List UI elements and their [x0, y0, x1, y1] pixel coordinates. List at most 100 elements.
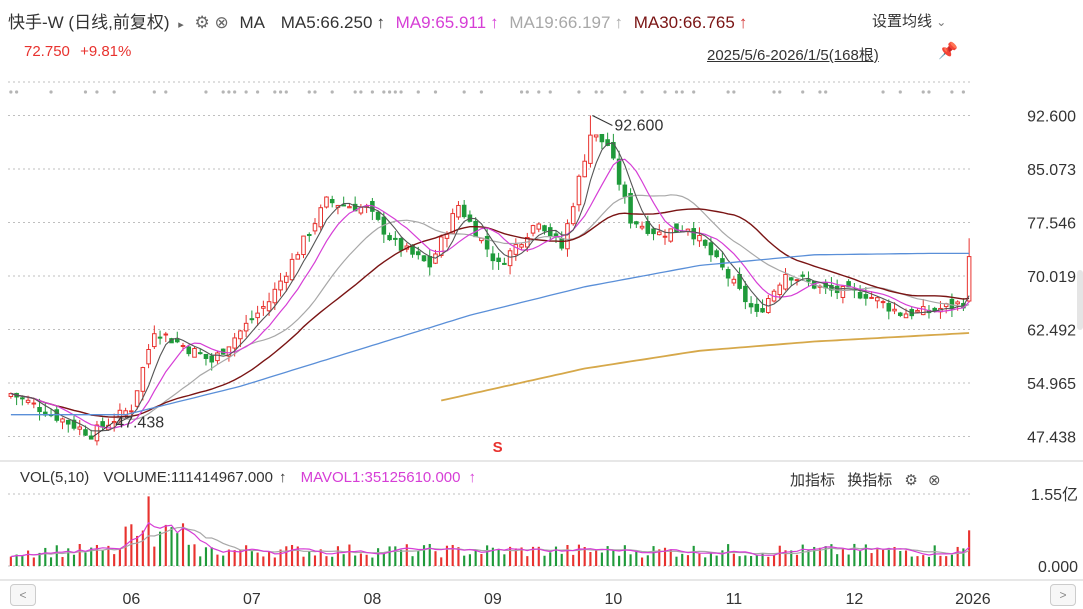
candle-body: [582, 160, 587, 178]
stock-title[interactable]: 快手-W (日线,前复权): [8, 13, 170, 32]
y-tick-label: 70.019: [1027, 269, 1076, 286]
chevron-left-icon: <: [19, 588, 27, 602]
event-marker: [307, 90, 311, 94]
event-marker: [433, 90, 438, 94]
candle-body: [886, 302, 892, 312]
date-range[interactable]: 2025/5/6-2026/1/5(168根): [707, 44, 879, 65]
ma-settings-label: 设置均线: [872, 13, 933, 30]
candle-body: [31, 402, 37, 405]
ma-settings-button[interactable]: 设置均线 ⌄: [872, 10, 946, 31]
event-marker: [623, 90, 627, 94]
candle-body: [186, 346, 192, 355]
ma30-line: [10, 208, 970, 418]
event-marker: [399, 90, 403, 94]
candle-body: [846, 281, 851, 288]
candle-body: [611, 141, 616, 159]
candle-body: [708, 242, 714, 256]
candle-body: [570, 206, 576, 225]
candle-body: [656, 231, 662, 236]
candle-body: [743, 285, 748, 303]
expand-arrow-icon[interactable]: ▸: [178, 19, 184, 31]
candle-body: [915, 309, 920, 313]
indicator-close-icon[interactable]: ⊗: [928, 472, 941, 489]
event-marker: [95, 90, 99, 94]
pin-icon[interactable]: 📌: [938, 43, 958, 60]
event-marker: [227, 90, 231, 94]
candle-body: [760, 308, 765, 313]
candle-body: [484, 236, 490, 250]
candle-body: [88, 435, 94, 440]
event-marker: [83, 90, 88, 94]
candle-body: [421, 255, 427, 262]
candle-body: [157, 336, 163, 339]
switch-indicator-button[interactable]: 换指标: [847, 472, 893, 489]
ma120-line: [441, 332, 970, 402]
candle-body: [507, 250, 513, 267]
candle-body: [536, 223, 542, 230]
candle-body: [869, 296, 874, 299]
candle-body: [473, 220, 478, 238]
y-tick-label: 62.492: [1027, 323, 1076, 340]
candle-body: [662, 235, 668, 238]
event-marker: [479, 90, 483, 94]
candle-body: [20, 397, 25, 400]
candle-body: [209, 355, 214, 363]
event-marker: [927, 90, 931, 94]
scroll-right-button[interactable]: >: [1050, 584, 1076, 606]
candle-body: [576, 175, 582, 206]
close-circle-icon[interactable]: ⊗: [214, 13, 229, 32]
event-marker: [674, 90, 679, 94]
event-marker: [548, 90, 552, 94]
candle-body: [129, 410, 134, 413]
candle-body: [783, 273, 788, 290]
y-tick-label: 54.965: [1027, 376, 1076, 393]
candle-body: [840, 285, 846, 298]
event-marker: [772, 90, 776, 94]
add-indicator-button[interactable]: 加指标: [790, 472, 836, 489]
event-marker: [818, 90, 822, 94]
candle-body: [203, 353, 209, 359]
candle-body: [605, 139, 610, 146]
candle-body: [77, 426, 83, 430]
candle-body: [622, 184, 628, 197]
candle-body: [387, 235, 392, 241]
y-tick-label: 47.438: [1027, 430, 1076, 447]
signal-marker: S: [493, 439, 503, 456]
candle-body: [8, 393, 14, 397]
gear-icon[interactable]: ⚙: [194, 13, 210, 32]
candle-body: [903, 313, 909, 319]
annotation-label: 47.438: [115, 415, 164, 432]
ma30-up-arrow-icon: ↑: [738, 13, 748, 32]
candle-body: [243, 322, 249, 332]
candle-body: [966, 256, 972, 302]
event-marker: [382, 90, 386, 94]
ma9-value: MA9:65.911: [395, 13, 487, 32]
event-marker: [221, 90, 225, 94]
candle-body: [180, 345, 186, 348]
candle-body: [920, 306, 926, 316]
x-tick-label: 09: [484, 591, 502, 608]
event-marker: [600, 90, 604, 94]
candle-body: [496, 257, 501, 263]
candle-body: [691, 228, 696, 240]
candle-body: [329, 199, 335, 204]
candle-body: [639, 225, 645, 229]
event-marker: [152, 90, 156, 94]
annotation-arrow: [92, 422, 114, 437]
candle-body: [238, 330, 243, 340]
indicator-gear-icon[interactable]: ⚙: [904, 472, 918, 489]
event-marker: [164, 90, 168, 94]
ma30-value: MA30:66.765: [633, 13, 735, 32]
event-marker: [732, 90, 736, 94]
ma-label: MA: [239, 13, 265, 32]
candle-body: [754, 303, 760, 312]
scroll-left-button[interactable]: <: [10, 584, 36, 606]
candle-body: [60, 418, 65, 423]
price-line: 72.750 +9.81%: [24, 43, 131, 60]
candle-body: [530, 225, 536, 234]
candle-body: [616, 158, 622, 185]
mavol1-value: MAVOL1:35125610.000: [300, 469, 461, 486]
event-marker: [950, 90, 954, 94]
candle-body: [71, 419, 77, 429]
right-edge-scroll-handle[interactable]: [1077, 270, 1083, 330]
